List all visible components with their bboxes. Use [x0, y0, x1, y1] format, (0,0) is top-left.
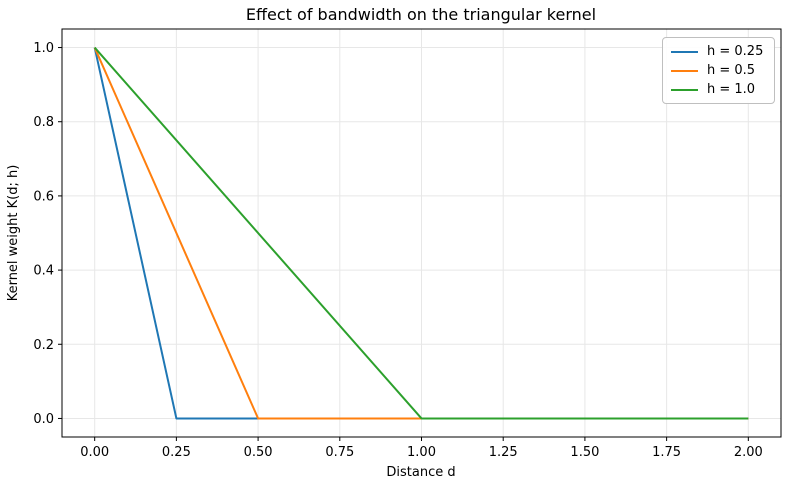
x-tick-label: 1.50: [570, 445, 599, 460]
x-tick-label: 1.75: [652, 445, 681, 460]
legend-label: h = 0.25: [707, 44, 764, 59]
series-lines: [93, 46, 749, 420]
x-tick-label: 0.75: [325, 445, 354, 460]
y-tick-label: 0.6: [33, 189, 54, 204]
legend-label: h = 0.5: [707, 63, 756, 78]
legend-label: h = 1.0: [707, 82, 756, 97]
y-tick-label: 0.8: [33, 115, 54, 130]
chart-title: Effect of bandwidth on the triangular ke…: [246, 5, 596, 24]
x-tick-label: 0.50: [244, 445, 273, 460]
legend-line-swatch: [671, 50, 698, 53]
y-tick-label: 0.4: [33, 264, 54, 279]
x-tick-label: 1.00: [407, 445, 436, 460]
x-tick-label: 0.25: [162, 445, 191, 460]
legend: h = 0.25 h = 0.5 h = 1.0: [662, 37, 775, 104]
legend-item: h = 0.5: [671, 61, 766, 80]
x-tick-label: 0.00: [80, 445, 109, 460]
legend-item: h = 0.25: [671, 42, 766, 61]
x-tick-label: 1.25: [489, 445, 518, 460]
y-tick-label: 0.0: [33, 412, 54, 427]
legend-line-swatch: [671, 69, 698, 72]
legend-line-swatch: [671, 88, 698, 91]
x-tick-label: 2.00: [734, 445, 763, 460]
x-axis-label: Distance d: [386, 465, 455, 480]
y-tick-label: 1.0: [33, 41, 54, 56]
series-line-h1.0: [93, 46, 749, 420]
y-axis-label: Kernel weight K(d; h): [6, 165, 21, 302]
axis-ticks: 0.00 0.25 0.50 0.75 1.00 1.25 1.50 1.75 2.00 0.0 0…: [33, 41, 762, 460]
y-tick-label: 0.2: [33, 338, 54, 353]
legend-item: h = 1.0: [671, 80, 766, 99]
